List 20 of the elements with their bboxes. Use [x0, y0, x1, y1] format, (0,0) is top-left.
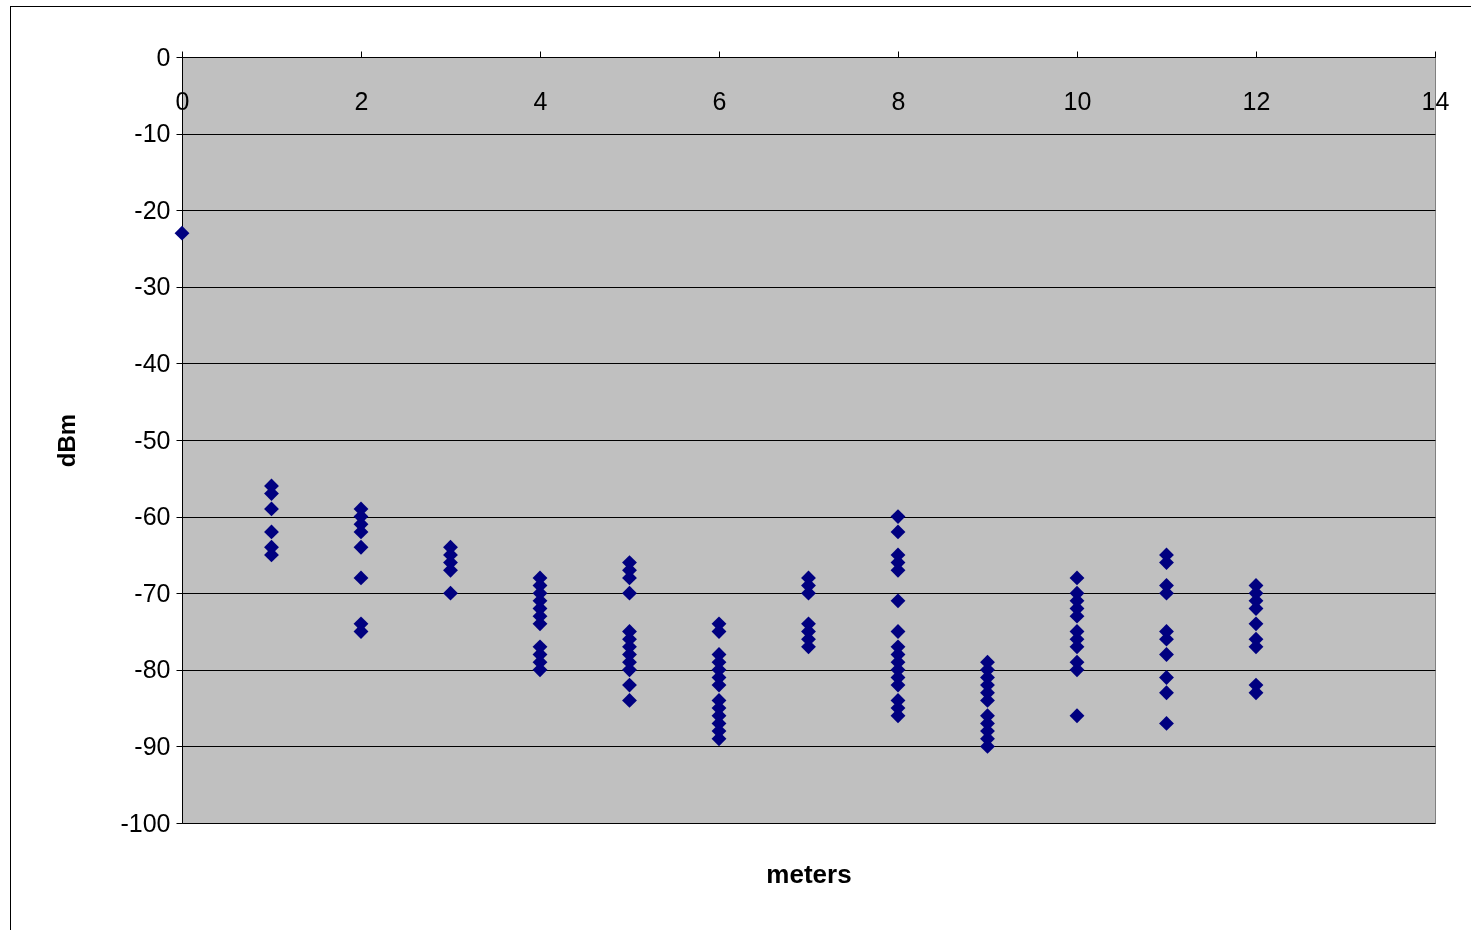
y-tick-label: -10: [134, 119, 171, 148]
x-tick-label: 12: [1242, 86, 1271, 115]
x-tick-label: 10: [1063, 86, 1092, 115]
x-tick-label: 2: [354, 86, 369, 115]
y-tick-label: -60: [134, 502, 171, 531]
y-axis-title: dBm: [53, 413, 81, 468]
y-tick-label: -80: [134, 655, 171, 684]
x-tick-label: 4: [533, 86, 548, 115]
y-tick-label: -50: [134, 425, 171, 454]
x-tick-label: 8: [891, 86, 906, 115]
x-tick-label: 6: [712, 86, 727, 115]
y-tick-label: 0: [156, 42, 171, 71]
x-axis-title: meters: [766, 858, 852, 889]
y-tick-label: -70: [134, 578, 171, 607]
y-tick-label: -40: [134, 348, 171, 377]
x-tick-label: 14: [1421, 86, 1450, 115]
y-tick-label: -20: [134, 195, 171, 224]
y-tick-label: -90: [134, 731, 171, 760]
y-tick-label: -100: [120, 808, 171, 837]
y-tick-label: -30: [134, 272, 171, 301]
